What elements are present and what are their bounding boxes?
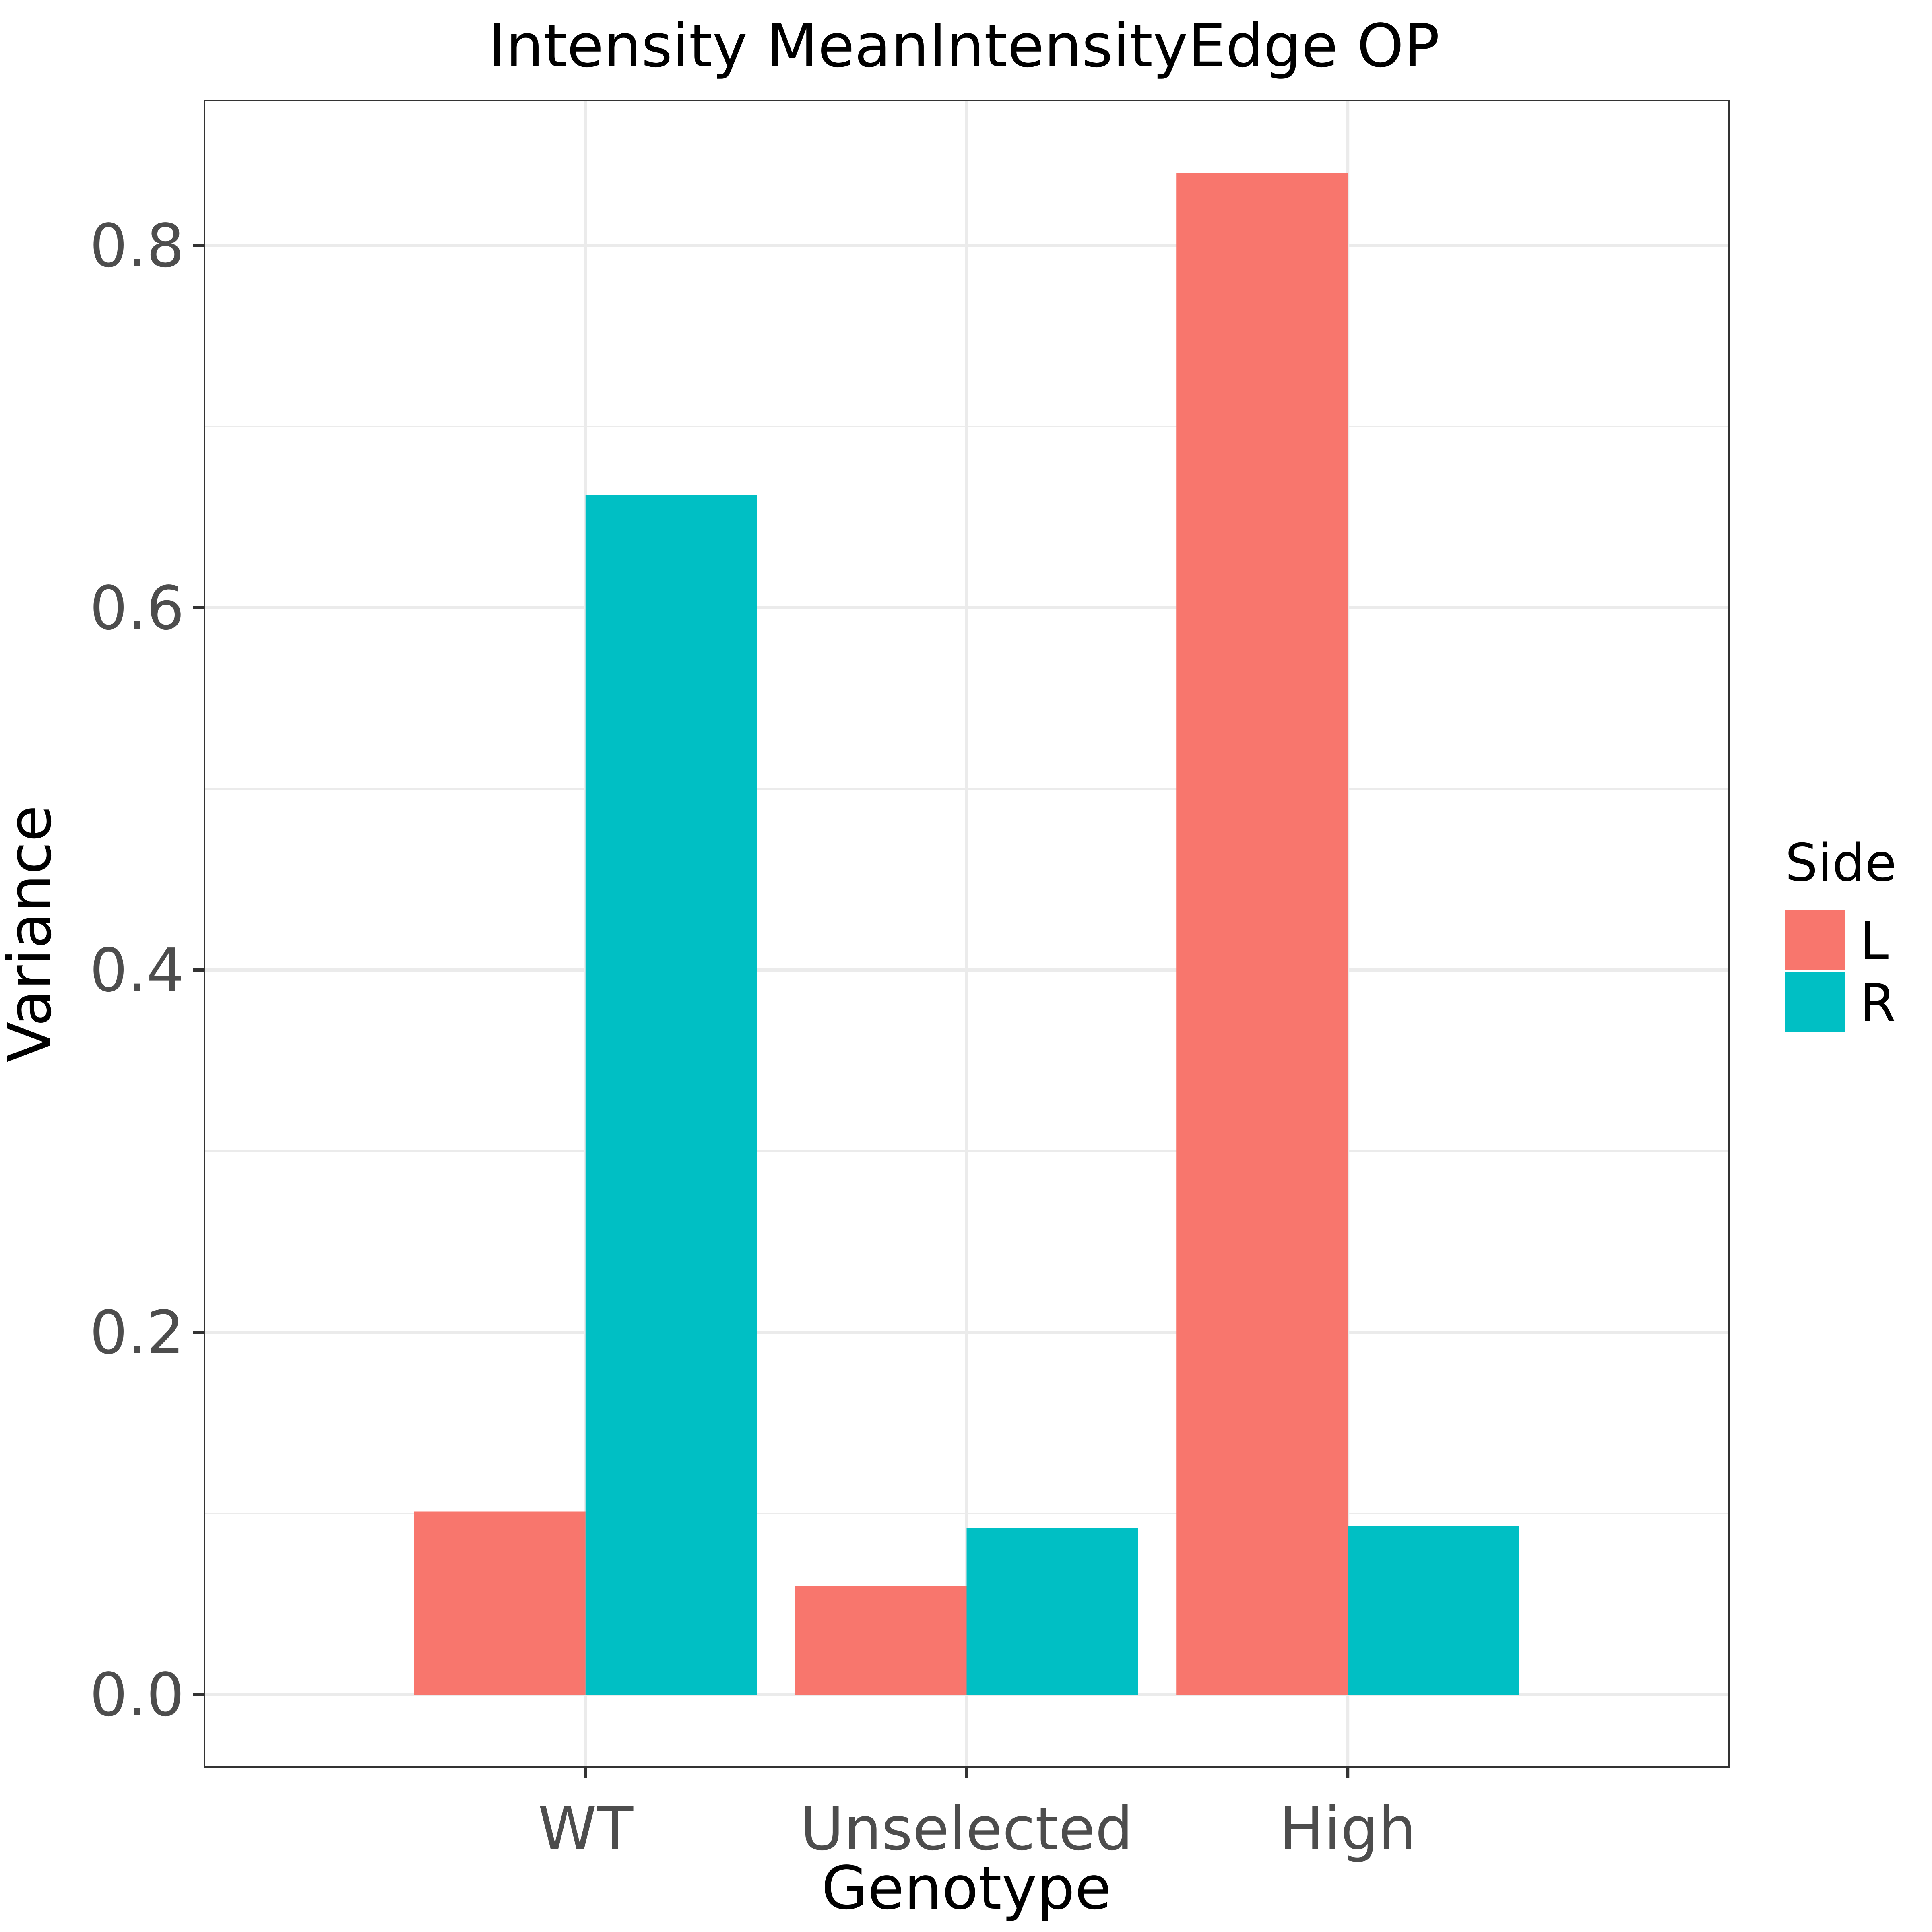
y-axis: 0.0 0.2 0.4 0.6 0.8: [90, 211, 204, 1730]
plot-panel: [204, 100, 1730, 1768]
bar-L-High: [1176, 173, 1348, 1695]
bar-L-WT: [414, 1511, 586, 1695]
x-tick-label: Unselected: [800, 1794, 1133, 1864]
x-tick-label: High: [1279, 1794, 1416, 1864]
bars: [414, 173, 1519, 1695]
bar-R-High: [1348, 1526, 1519, 1695]
y-tick-label: 0.2: [90, 1298, 184, 1367]
x-tick-label: WT: [538, 1794, 633, 1864]
y-tick-label: 0.4: [90, 936, 184, 1005]
chart-title: Intensity MeanIntensityEdge OP: [488, 11, 1440, 80]
bar-L-Unselected: [795, 1586, 967, 1695]
x-axis-title: Genotype: [822, 1854, 1112, 1923]
legend-label: L: [1860, 911, 1889, 971]
y-axis-title: Variance: [0, 805, 64, 1062]
legend: Side LR: [1785, 833, 1897, 1033]
legend-title: Side: [1785, 833, 1897, 893]
legend-key-L: [1785, 910, 1845, 970]
y-tick-label: 0.6: [90, 574, 184, 643]
y-tick-label: 0.8: [90, 211, 184, 281]
bar-R-WT: [585, 495, 757, 1695]
y-tick-label: 0.0: [90, 1660, 184, 1730]
legend-label: R: [1860, 973, 1896, 1033]
bar-R-Unselected: [966, 1528, 1138, 1695]
legend-key-R: [1785, 972, 1845, 1032]
x-axis: WT Unselected High: [538, 1767, 1416, 1864]
